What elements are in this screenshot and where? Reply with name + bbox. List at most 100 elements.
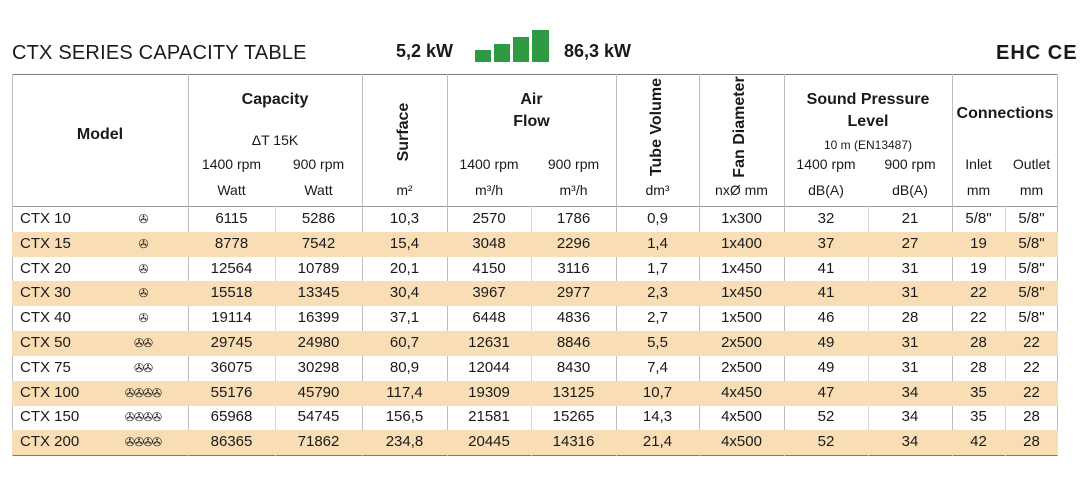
cell-cap1400: 19114 bbox=[211, 309, 252, 327]
cell-air1400: 12044 bbox=[468, 358, 510, 376]
cell-tube: 7,4 bbox=[647, 358, 668, 376]
cell-surface: 15,4 bbox=[389, 234, 420, 252]
cell-surface: 37,1 bbox=[389, 309, 420, 327]
cell-db1400: 52 bbox=[817, 433, 835, 451]
table-row: CTX 100 ✇✇✇✇ 55176 45790 117,4 19309 13125 10,7… bbox=[12, 380, 1058, 406]
header-outlet: Outlet bbox=[1012, 156, 1051, 172]
cell-fan: 1x500 bbox=[721, 309, 762, 327]
cell-outlet: 5/8" bbox=[1018, 309, 1045, 327]
cell-cap1400: 6115 bbox=[215, 210, 248, 227]
cell-cap900: 16399 bbox=[297, 309, 340, 327]
unit-m2: m² bbox=[396, 182, 413, 198]
cell-cap900: 54745 bbox=[297, 408, 340, 426]
header-surface: Surface bbox=[395, 102, 412, 162]
cell-air900: 14316 bbox=[552, 433, 595, 451]
unit-mm-inlet: mm bbox=[966, 182, 991, 198]
header-airflow-line2: Flow bbox=[513, 113, 550, 130]
unit-m3h-1400: m³/h bbox=[475, 182, 503, 198]
cell-cap1400: 55176 bbox=[210, 383, 253, 401]
header-sound-line1: Sound Pressure bbox=[806, 91, 930, 108]
cell-tube: 14,3 bbox=[642, 408, 673, 426]
cell-surface: 80,9 bbox=[389, 358, 420, 376]
range-bar-4 bbox=[532, 30, 549, 62]
cell-surface: 117,4 bbox=[386, 383, 423, 401]
cell-inlet: 35 bbox=[970, 408, 987, 426]
cell-outlet: 28 bbox=[1023, 433, 1040, 451]
cell-model: CTX 200 bbox=[20, 433, 80, 451]
cell-air900: 3116 bbox=[557, 259, 590, 277]
cell-db1400: 47 bbox=[817, 383, 835, 401]
cell-db900: 34 bbox=[901, 408, 919, 426]
cell-db1400: 46 bbox=[817, 309, 835, 327]
cell-fan: 1x450 bbox=[721, 284, 762, 302]
header-model: Model bbox=[76, 126, 124, 143]
cell-air900: 2296 bbox=[556, 234, 591, 252]
header-airflow-line1: Air bbox=[520, 91, 543, 108]
cell-db900: 34 bbox=[901, 433, 919, 451]
cell-model: CTX 150 bbox=[20, 408, 80, 426]
cell-tube: 5,5 bbox=[647, 334, 668, 351]
cell-inlet: 28 bbox=[970, 358, 987, 376]
cell-cap1400: 36075 bbox=[210, 358, 253, 376]
table-row: CTX 150 ✇✇✇✇ 65968 54745 156,5 21581 15265 14,3… bbox=[12, 405, 1058, 430]
header-airflow-1400: 1400 rpm bbox=[459, 156, 519, 172]
cell-air1400: 6448 bbox=[472, 309, 506, 327]
header-fan-diameter: Fan Diameter bbox=[731, 76, 748, 178]
cell-surface: 234,8 bbox=[385, 433, 424, 451]
cell-outlet: 22 bbox=[1023, 334, 1040, 351]
table-row: CTX 10 ✇ 6115 5286 10,3 2570 1786 0,9 1x300 32 21 5… bbox=[12, 207, 1058, 232]
unit-mm-outlet: mm bbox=[1019, 182, 1044, 198]
cell-db900: 31 bbox=[901, 259, 919, 277]
table-row: CTX 75 ✇✇ 36075 30298 80,9 12044 8430 7,4 2x500 4… bbox=[12, 356, 1058, 381]
fan-icon: ✇✇ bbox=[133, 336, 153, 350]
capacity-max-label: 86,3 kW bbox=[564, 41, 632, 61]
cell-db900: 21 bbox=[901, 210, 919, 227]
cell-cap1400: 29745 bbox=[210, 334, 253, 351]
cell-db1400: 32 bbox=[817, 210, 835, 227]
cell-db900: 31 bbox=[901, 358, 919, 376]
cell-air900: 2977 bbox=[556, 284, 591, 302]
cell-db1400: 41 bbox=[817, 284, 835, 302]
cell-cap1400: 12564 bbox=[210, 259, 253, 277]
cell-outlet: 28 bbox=[1023, 408, 1040, 426]
cell-db900: 31 bbox=[901, 334, 919, 351]
certification-marks: EHC CE bbox=[996, 42, 1078, 64]
cell-fan: 2x500 bbox=[721, 334, 762, 351]
table-row: CTX 30 ✇ 15518 13345 30,4 3967 2977 2,3 1x450 41 3… bbox=[12, 281, 1058, 307]
cell-cap900: 5286 bbox=[301, 210, 336, 227]
cell-db1400: 49 bbox=[817, 358, 835, 376]
unit-m3h-900: m³/h bbox=[559, 182, 588, 198]
cell-outlet: 5/8" bbox=[1018, 284, 1045, 302]
cell-cap900: 45790 bbox=[297, 383, 340, 401]
cell-db900: 27 bbox=[901, 234, 919, 252]
cell-outlet: 5/8" bbox=[1018, 210, 1045, 227]
cell-db1400: 41 bbox=[817, 259, 835, 277]
cell-air900: 4836 bbox=[556, 309, 591, 327]
header-sound-1400: 1400 rpm bbox=[796, 156, 856, 172]
capacity-min-label: 5,2 kW bbox=[396, 41, 454, 61]
table-row: CTX 20 ✇ 12564 10789 20,1 4150 3116 1,7 1x450 41 3… bbox=[12, 257, 1058, 282]
header-sound-note: 10 m (EN13487) bbox=[823, 138, 913, 152]
cell-cap900: 13345 bbox=[297, 284, 340, 302]
table-row: CTX 50 ✇✇ 29745 24980 60,7 12631 8846 5,5 2x500 4… bbox=[12, 331, 1058, 356]
table-row: CTX 200 ✇✇✇✇ 86365 71862 234,8 20445 14316 21,4… bbox=[12, 430, 1058, 456]
unit-dba-1400: dB(A) bbox=[808, 182, 844, 198]
cell-air1400: 3048 bbox=[472, 234, 506, 252]
cell-model: CTX 15 bbox=[20, 234, 71, 252]
unit-fan: nxØ mm bbox=[715, 182, 768, 198]
fan-icon: ✇ bbox=[138, 311, 148, 326]
cell-air1400: 20445 bbox=[468, 433, 510, 451]
cell-db1400: 37 bbox=[817, 234, 835, 252]
unit-dm3: dm³ bbox=[645, 182, 670, 198]
capacity-table: Model Capacity ΔT 15K 1400 rpm 900 rpm W… bbox=[12, 74, 1058, 456]
cell-tube: 2,7 bbox=[647, 309, 668, 327]
cell-model: CTX 75 bbox=[20, 358, 71, 376]
fan-icon: ✇ bbox=[138, 261, 148, 276]
header-capacity-900: 900 rpm bbox=[292, 156, 345, 172]
cell-tube: 0,9 bbox=[647, 210, 668, 227]
cell-fan: 1x450 bbox=[721, 259, 762, 277]
fan-icon: ✇ bbox=[138, 286, 148, 301]
cell-inlet: 19 bbox=[970, 259, 987, 277]
header-airflow-900: 900 rpm bbox=[547, 156, 600, 172]
cell-cap900: 10789 bbox=[297, 259, 340, 277]
